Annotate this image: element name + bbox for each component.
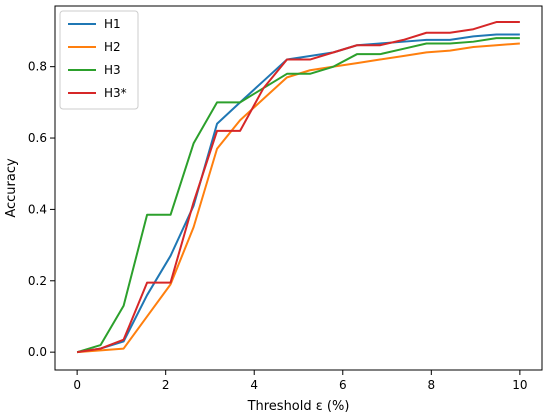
series-line-h1 (76, 33, 520, 354)
x-tick-label: 10 (512, 378, 527, 392)
y-axis-label: Accuracy (4, 158, 19, 218)
y-tick-label: 0.0 (28, 345, 47, 359)
y-tick-label: 0.8 (28, 60, 47, 74)
plot-area (76, 21, 520, 354)
legend-label: H1 (104, 17, 121, 31)
y-tick-label: 0.4 (28, 202, 47, 216)
x-tick-label: 8 (427, 378, 435, 392)
legend-box (59, 10, 139, 110)
y-tick-label: 0.2 (28, 274, 47, 288)
legend-label: H3* (104, 86, 127, 100)
x-tick-label: 2 (162, 378, 170, 392)
series-line-h2 (77, 42, 520, 354)
x-tick-label: 6 (339, 378, 347, 392)
axes-frame (54, 5, 543, 371)
axes: 0 2 4 6 8 10 0.0 0.2 0.4 0.6 0.8 (28, 5, 543, 392)
x-tick-label: 0 (73, 378, 81, 392)
legend-label: H3 (104, 63, 121, 77)
legend: H1 H2 H3 H3* (59, 10, 139, 110)
series-line-h3star (76, 21, 520, 354)
legend-label: H2 (104, 40, 121, 54)
x-axis-label: Threshold ε (%) (247, 399, 350, 414)
series-line-h3 (76, 37, 520, 354)
x-tick-label: 4 (250, 378, 258, 392)
y-tick-label: 0.6 (28, 131, 47, 145)
